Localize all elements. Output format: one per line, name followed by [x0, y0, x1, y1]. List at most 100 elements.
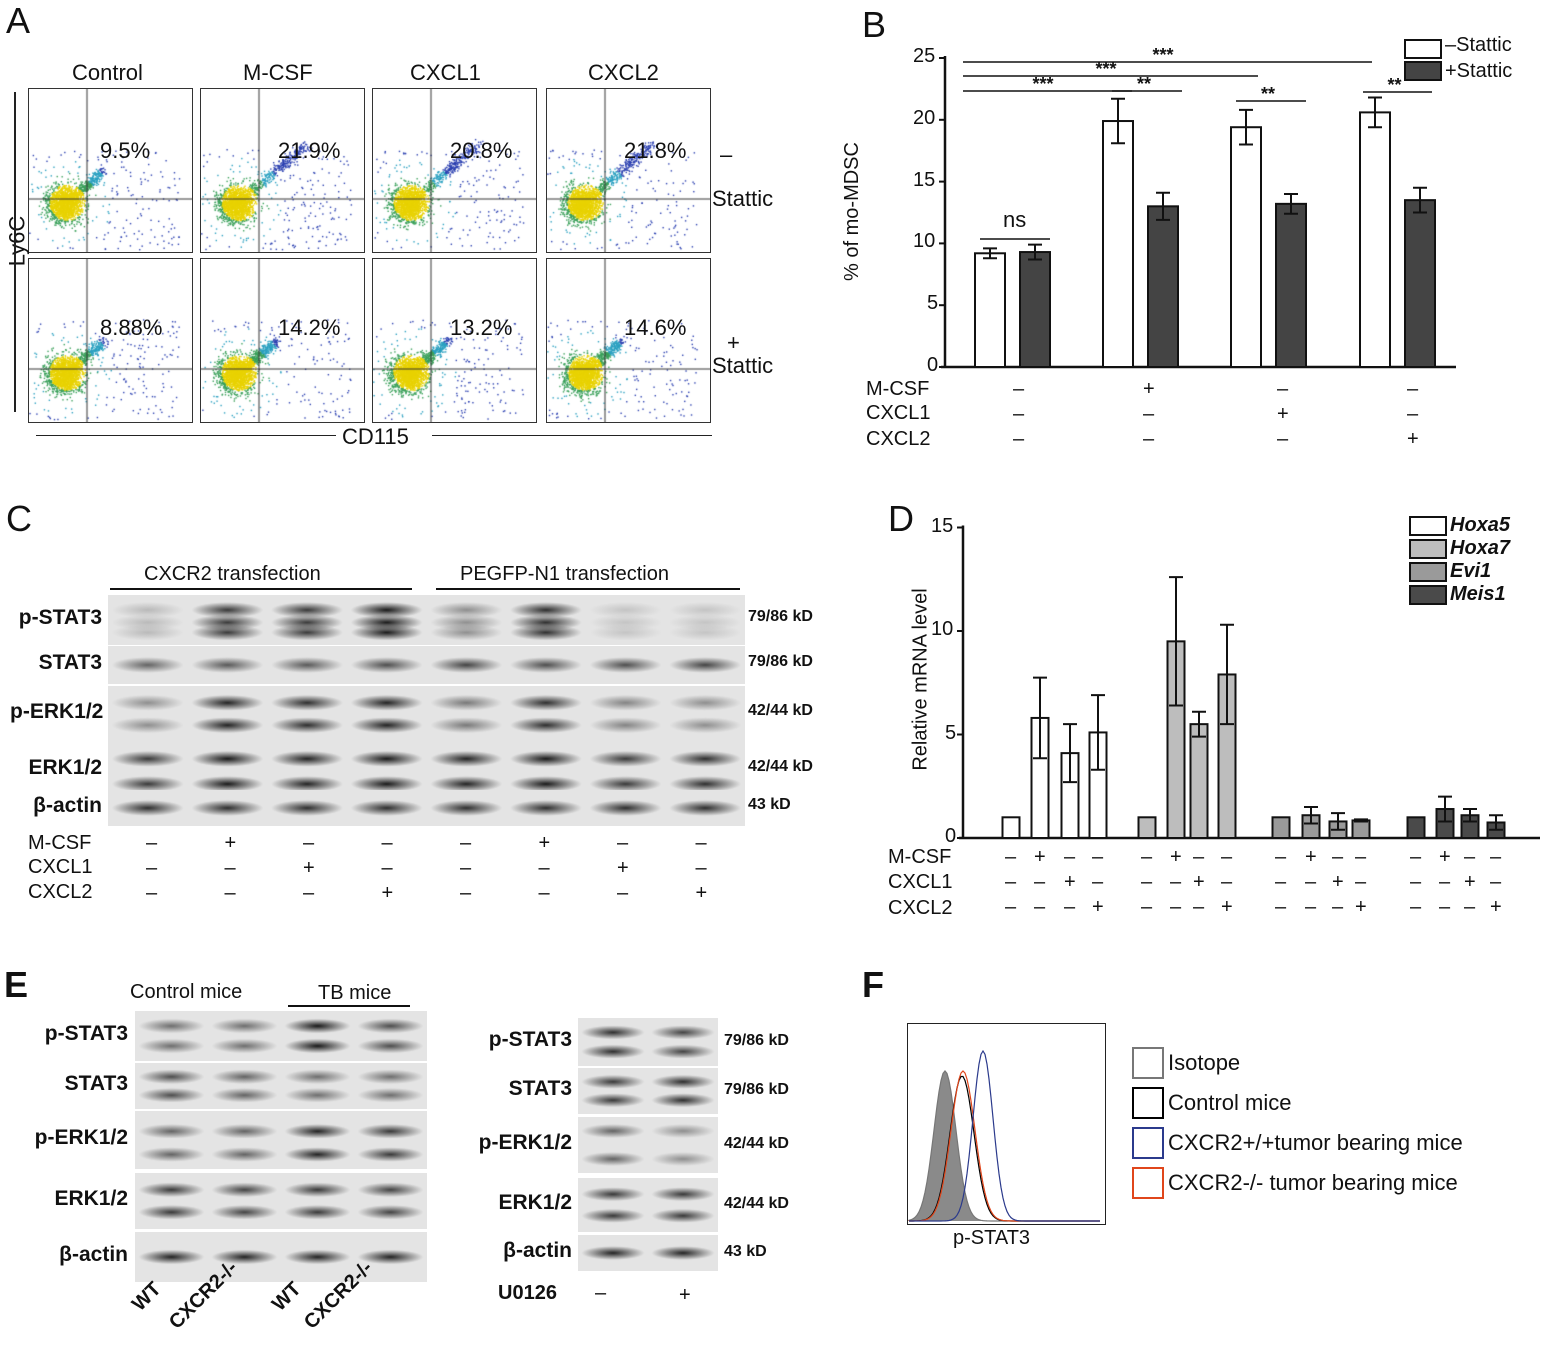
blot-strip	[108, 742, 745, 798]
condition-sign: –	[1490, 846, 1502, 868]
condition-sign: –	[1064, 846, 1076, 868]
condition-sign: +	[1490, 896, 1502, 918]
condition-sign: –	[1143, 403, 1155, 425]
legend-label: Isotope	[1168, 1050, 1241, 1075]
bar	[1147, 205, 1179, 368]
y-tick-label: 25	[913, 45, 936, 67]
molecular-weight-label: 79/86 kD	[724, 1032, 789, 1049]
blot-row-label: p-STAT3	[18, 606, 102, 629]
condition-sign: +	[1193, 871, 1205, 893]
treatment-label: U0126	[498, 1282, 557, 1304]
legend-label: –Stattic	[1445, 34, 1512, 56]
legend-label: CXCR2+/+tumor bearing mice	[1168, 1130, 1463, 1155]
condition-label: CXCL1	[888, 871, 953, 893]
condition-sign: –	[1005, 871, 1017, 893]
condition-sign: –	[1170, 871, 1182, 893]
bar	[1189, 723, 1209, 840]
panel-label-d: D	[888, 498, 914, 539]
significance-stars: **	[1261, 84, 1276, 104]
blot-row-label: STAT3	[508, 1077, 572, 1100]
condition-sign: –	[1141, 871, 1153, 893]
flow-dot-plot	[28, 88, 193, 253]
significance-stars: ***	[1095, 59, 1117, 79]
molecular-weight-label: 43 kD	[748, 796, 791, 813]
molecular-weight-label: 79/86 kD	[748, 608, 813, 625]
significance-stars: ***	[1032, 74, 1054, 94]
blot-strip	[578, 1018, 718, 1066]
bar	[1001, 816, 1021, 839]
error-bar	[1111, 97, 1125, 145]
molecular-weight-label: 79/86 kD	[748, 653, 813, 670]
blot-row-label: p-ERK1/2	[478, 1131, 572, 1154]
error-bar	[1063, 723, 1077, 784]
condition-sign: +	[1464, 871, 1476, 893]
bar	[1406, 816, 1426, 839]
y-tick-label: 20	[913, 106, 936, 129]
blot-strip	[108, 595, 745, 645]
condition-sign: +	[224, 832, 237, 854]
molecular-weight-label: 42/44 kD	[748, 702, 813, 719]
blot-strip	[135, 1173, 427, 1229]
condition-sign: –	[617, 882, 629, 904]
condition-sign: –	[1355, 871, 1367, 893]
group-bracket	[110, 588, 412, 590]
condition-sign: +	[1355, 896, 1367, 918]
condition-label: CXCL1	[28, 856, 93, 878]
gate-percentage: 14.6%	[624, 315, 687, 340]
y-axis-label: % of mo-MDSC	[840, 142, 863, 281]
error-bar	[1169, 576, 1183, 707]
gate-percentage: 21.9%	[278, 138, 341, 163]
legend-swatch	[1132, 1167, 1164, 1199]
blot-strip	[108, 646, 745, 684]
bar	[1351, 819, 1371, 840]
group-label: Control mice	[130, 981, 243, 1003]
blot-row-label: p-STAT3	[44, 1022, 128, 1045]
column-label: CXCL2	[588, 60, 659, 85]
row-sign: –	[720, 142, 733, 167]
blot-row-label: β-actin	[503, 1239, 572, 1262]
condition-sign: +	[617, 857, 629, 879]
x-axis-label: CD115	[342, 424, 409, 449]
y-axis-line	[14, 92, 16, 412]
condition-sign: –	[1193, 846, 1205, 868]
condition-sign: +	[1439, 846, 1451, 868]
blot-row-label: p-STAT3	[488, 1028, 572, 1051]
blot-strip	[578, 1068, 718, 1114]
condition-sign: +	[1305, 846, 1317, 868]
condition-sign: +	[381, 882, 394, 904]
legend-swatch	[1132, 1087, 1164, 1119]
condition-sign: +	[1092, 896, 1104, 918]
bar	[1404, 199, 1436, 368]
condition-sign: –	[1170, 896, 1182, 918]
group-label: PEGFP-N1 transfection	[460, 563, 669, 585]
legend-swatch	[1409, 539, 1447, 559]
error-bar	[1091, 694, 1105, 771]
condition-sign: –	[1005, 846, 1017, 868]
condition-sign: –	[224, 857, 236, 879]
legend-label: Hoxa7	[1450, 537, 1511, 559]
error-bar	[1304, 805, 1318, 825]
molecular-weight-label: 42/44 kD	[748, 758, 813, 775]
gate-percentage: 9.5%	[100, 138, 151, 163]
blot-strip	[578, 1178, 718, 1232]
legend-swatch	[1132, 1047, 1164, 1079]
significance-stars: ***	[1152, 45, 1174, 65]
blot-strip	[578, 1117, 718, 1173]
error-bar	[1033, 676, 1047, 760]
legend-swatch	[1132, 1127, 1164, 1159]
condition-sign: –	[1439, 871, 1451, 893]
condition-sign: +	[1332, 871, 1344, 893]
condition-sign: –	[538, 882, 550, 904]
blot-row-label: STAT3	[64, 1072, 128, 1095]
error-bar	[1284, 192, 1298, 215]
bar	[1271, 816, 1291, 839]
error-bar	[1331, 812, 1345, 831]
bar	[1019, 251, 1051, 368]
condition-sign: +	[1221, 896, 1233, 918]
condition-sign: +	[1407, 428, 1419, 450]
condition-sign: –	[695, 857, 707, 879]
condition-sign: –	[1332, 896, 1344, 918]
gate-percentage: 20.8%	[450, 138, 513, 163]
legend-swatch	[1404, 39, 1442, 59]
condition-sign: –	[1305, 896, 1317, 918]
